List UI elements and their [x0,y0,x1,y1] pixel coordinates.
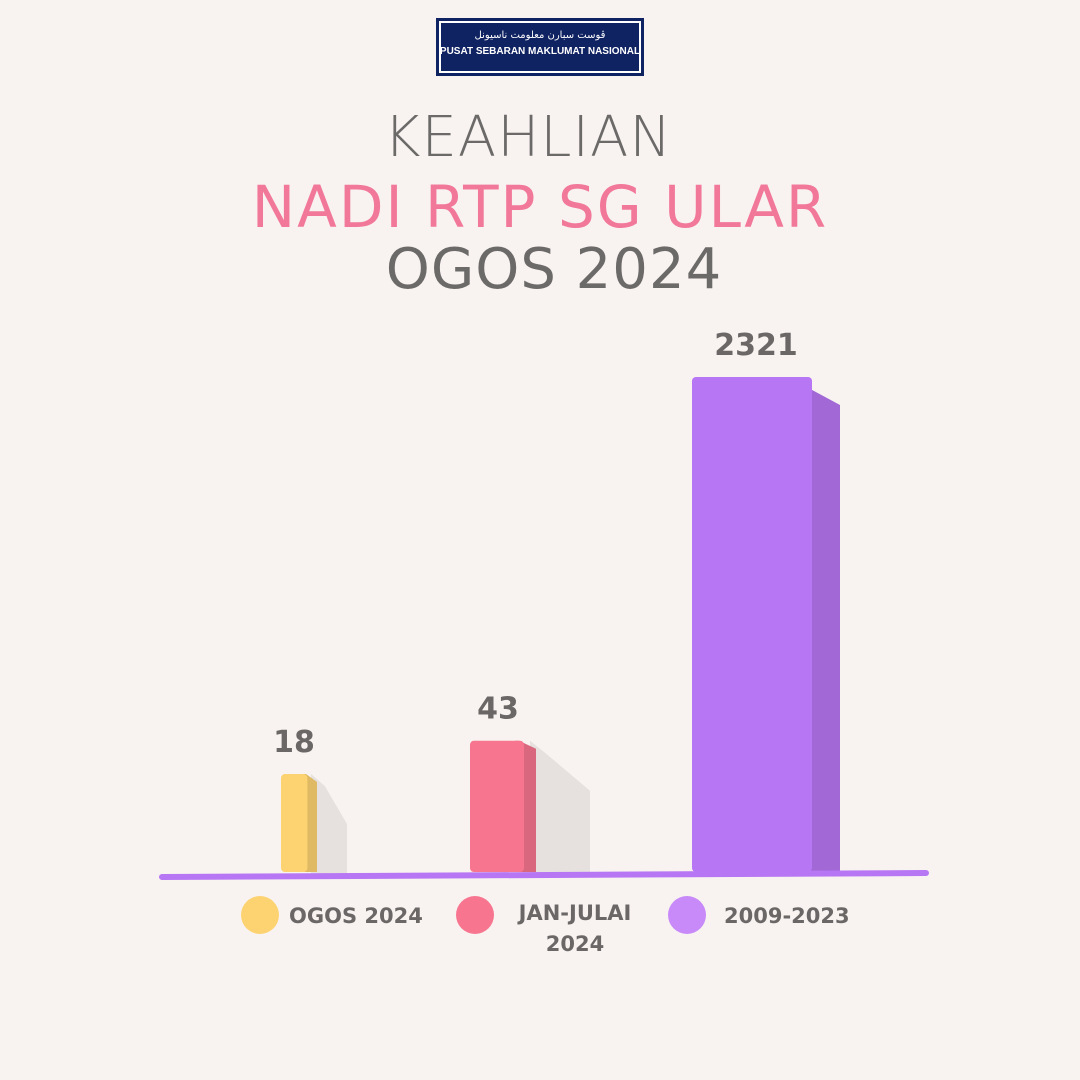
data-label: 43 [477,692,519,727]
legend-label: OGOS 2024 [289,904,423,928]
bar-shadow [311,774,347,874]
data-label: 18 [273,725,315,760]
data-label: 2321 [714,328,798,363]
bar-shadow [530,740,590,874]
logo-jawi-text: ڤوست سبارن معلومت ناسيونل [474,30,606,41]
legend-swatch [241,896,279,934]
logo: ڤوست سبارن معلومت ناسيونل PUSAT SEBARAN … [436,18,644,76]
title-line-1: KEAHLIAN [383,105,673,170]
bar [692,377,812,872]
bar [281,774,308,872]
legend-label: JAN-JULAI 2024 [518,901,632,956]
logo-text: PUSAT SEBARAN MAKLUMAT NASIONAL [439,46,641,57]
legend-label: 2009-2023 [724,904,850,928]
title-line-3: OGOS 2024 [385,237,723,302]
legend-swatch [668,896,706,934]
legend-swatch [456,896,494,934]
x-axis-line [159,870,929,880]
title-line-2: NADI RTP SG ULAR [251,173,829,241]
bar [470,740,524,872]
